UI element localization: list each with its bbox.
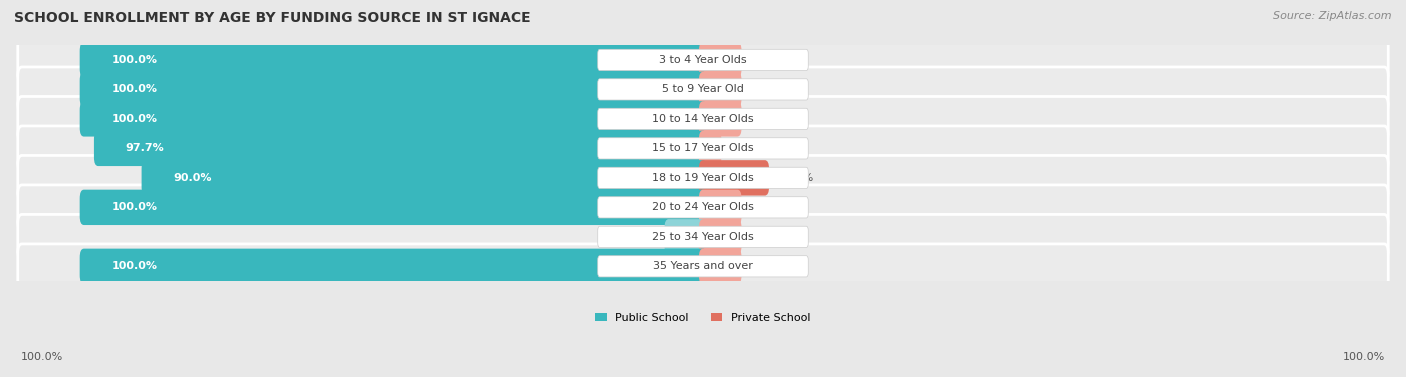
Text: 0.0%: 0.0% [744,55,772,65]
Text: 0.0%: 0.0% [744,114,772,124]
Text: 10.0%: 10.0% [779,173,814,183]
Text: 0.0%: 0.0% [744,232,772,242]
FancyBboxPatch shape [80,72,707,107]
Text: 0.0%: 0.0% [744,84,772,94]
FancyBboxPatch shape [598,256,808,277]
Text: 97.7%: 97.7% [125,143,165,153]
FancyBboxPatch shape [18,126,1388,171]
FancyBboxPatch shape [18,185,1388,230]
Text: 25 to 34 Year Olds: 25 to 34 Year Olds [652,232,754,242]
FancyBboxPatch shape [598,49,808,70]
FancyBboxPatch shape [18,215,1388,259]
FancyBboxPatch shape [699,249,741,284]
Text: 35 Years and over: 35 Years and over [652,261,754,271]
FancyBboxPatch shape [18,155,1388,200]
FancyBboxPatch shape [598,79,808,100]
Text: 0.0%: 0.0% [744,261,772,271]
FancyBboxPatch shape [699,190,741,225]
FancyBboxPatch shape [598,197,808,218]
Text: 0.0%: 0.0% [634,232,662,242]
FancyBboxPatch shape [80,42,707,78]
FancyBboxPatch shape [18,97,1388,141]
Text: 100.0%: 100.0% [111,55,157,65]
FancyBboxPatch shape [665,219,707,254]
FancyBboxPatch shape [598,108,808,129]
FancyBboxPatch shape [18,244,1388,289]
Text: 20 to 24 Year Olds: 20 to 24 Year Olds [652,202,754,212]
FancyBboxPatch shape [80,101,707,136]
Text: 15 to 17 Year Olds: 15 to 17 Year Olds [652,143,754,153]
FancyBboxPatch shape [18,37,1388,82]
Text: 100.0%: 100.0% [111,202,157,212]
FancyBboxPatch shape [699,160,769,196]
FancyBboxPatch shape [699,42,741,78]
Text: 5 to 9 Year Old: 5 to 9 Year Old [662,84,744,94]
Text: 100.0%: 100.0% [21,352,63,362]
FancyBboxPatch shape [80,249,707,284]
FancyBboxPatch shape [699,101,741,136]
Text: 2.3%: 2.3% [731,143,759,153]
Text: 100.0%: 100.0% [1343,352,1385,362]
Text: 100.0%: 100.0% [111,84,157,94]
Text: 3 to 4 Year Olds: 3 to 4 Year Olds [659,55,747,65]
Text: 100.0%: 100.0% [111,261,157,271]
FancyBboxPatch shape [80,190,707,225]
FancyBboxPatch shape [94,131,707,166]
FancyBboxPatch shape [598,167,808,188]
FancyBboxPatch shape [598,138,808,159]
Text: 100.0%: 100.0% [111,114,157,124]
Text: 0.0%: 0.0% [744,202,772,212]
Text: SCHOOL ENROLLMENT BY AGE BY FUNDING SOURCE IN ST IGNACE: SCHOOL ENROLLMENT BY AGE BY FUNDING SOUR… [14,11,530,25]
Text: 90.0%: 90.0% [173,173,212,183]
FancyBboxPatch shape [699,219,741,254]
Text: 10 to 14 Year Olds: 10 to 14 Year Olds [652,114,754,124]
FancyBboxPatch shape [598,226,808,247]
FancyBboxPatch shape [699,131,721,166]
FancyBboxPatch shape [142,160,707,196]
Legend: Public School, Private School: Public School, Private School [591,308,815,327]
Text: Source: ZipAtlas.com: Source: ZipAtlas.com [1274,11,1392,21]
FancyBboxPatch shape [18,67,1388,112]
FancyBboxPatch shape [699,72,741,107]
Text: 18 to 19 Year Olds: 18 to 19 Year Olds [652,173,754,183]
